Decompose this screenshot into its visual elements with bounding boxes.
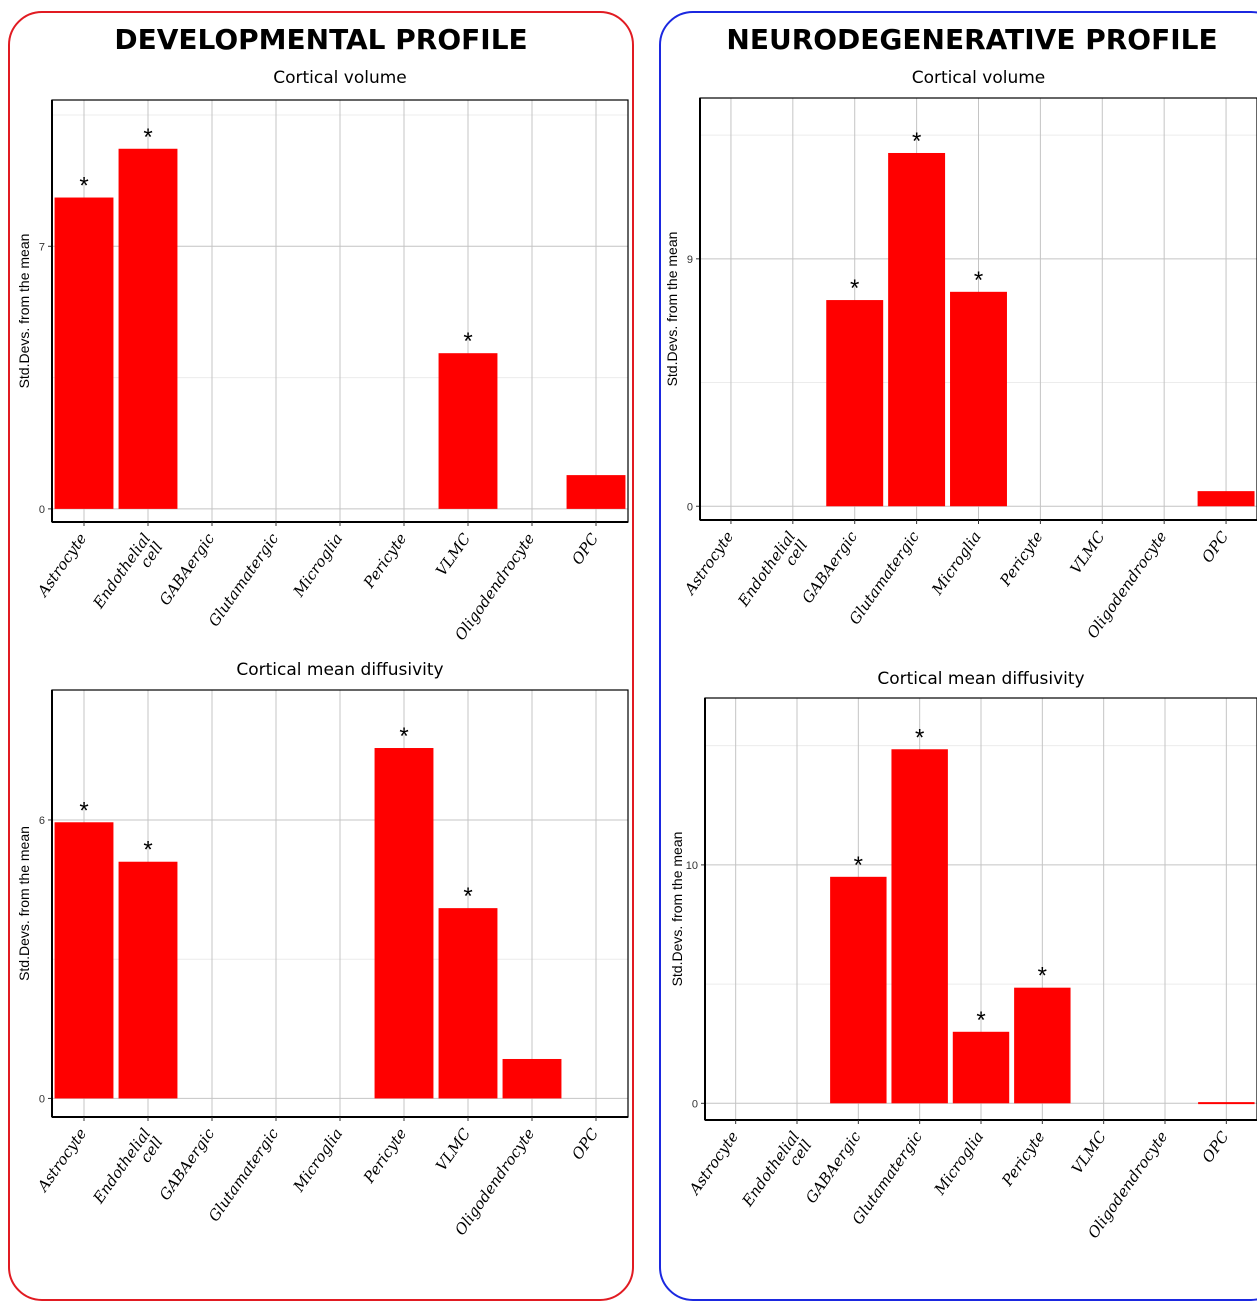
bar [54,197,114,509]
bar [826,300,884,507]
neurodegenerative-panel-title: NEURODEGENERATIVE PROFILE [726,23,1218,56]
bar [438,908,498,1099]
bar [566,475,626,509]
bar [1197,491,1255,507]
significance-marker: * [143,837,152,864]
x-category-label: Microglia [289,1125,346,1196]
chart-title: Cortical volume [273,68,407,88]
x-category-label: Pericyte [998,1128,1049,1190]
significance-marker: * [463,328,472,355]
significance-marker: * [854,852,863,879]
neuro-diffusivity-chart: Cortical mean diffusivity 0 10 * * * * Astrocyt… [669,669,1257,1242]
x-category-label: Microglia [928,528,985,599]
dev-diffusivity-chart: Cortical mean diffusivity 0 6 * * * * Astrocyte… [16,660,629,1239]
x-category-label: VLMC [1066,528,1108,578]
x-category-label: Endothelialcell [734,528,812,619]
significance-marker: * [850,275,859,302]
developmental-panel-title: DEVELOPMENTAL PROFILE [114,23,528,56]
x-category-label: GABAergic [798,527,861,606]
chart-title: Cortical volume [912,68,1046,88]
x-category-label: GABAergic [156,529,219,608]
x-category-label: Endothelialcell [738,1128,816,1219]
x-category-label: OPC [568,1125,602,1163]
x-category-label: Glutamatergic [205,529,283,629]
bar [118,861,178,1099]
bar [502,1058,562,1099]
y-tick-label: 7 [39,241,45,253]
y-axis-label: Std.Devs. from the mean [16,826,32,981]
bar [54,822,114,1099]
x-category-label: GABAergic [156,1124,219,1203]
significance-marker: * [974,267,983,294]
bar [950,291,1007,507]
x-category-label: Glutamatergic [205,1124,283,1224]
x-category-label: OPC [568,530,602,568]
x-category-label: Microglia [930,1128,987,1199]
significance-marker: * [1038,963,1047,990]
x-category-label: Pericyte [359,1125,410,1187]
significance-marker: * [463,883,472,910]
x-category-label: Astrocyte [33,1125,91,1196]
significance-marker: * [912,128,921,155]
bar [1014,987,1071,1104]
dev-volume-chart: Cortical volume 0 7 * * * Astrocyte Endothelial… [16,68,629,644]
x-category-label: OPC [1198,528,1232,566]
x-category-label: OPC [1198,1128,1232,1166]
bar [891,749,948,1104]
y-tick-label: 0 [39,504,45,516]
bar [830,876,887,1104]
significance-marker: * [915,724,924,751]
bar [438,353,498,509]
bar [952,1031,1010,1104]
x-category-label: GABAergic [802,1127,865,1206]
y-axis-label: Std.Devs. from the mean [669,832,685,987]
significance-marker: * [79,797,88,824]
x-category-label: Microglia [289,530,346,601]
x-category-label: Endothelialcell [89,530,167,621]
neuro-volume-chart: Cortical volume 0 9 * * * AstrocyteEndothelial… [664,68,1257,642]
x-category-label: Astrocyte [684,1128,742,1199]
x-category-label: Astrocyte [33,530,91,601]
x-category-label: Pericyte [996,528,1047,590]
x-category-label: Endothelialcell [89,1125,167,1216]
significance-marker: * [143,124,152,151]
y-tick-label: 0 [692,1098,698,1110]
x-category-label: VLMC [432,1125,474,1175]
bar [118,148,178,509]
significance-marker: * [399,723,408,750]
y-tick-label: 9 [687,254,693,266]
x-category-label: Pericyte [359,530,410,592]
x-category-label: Astrocyte [680,528,738,599]
y-tick-label: 0 [687,501,693,513]
chart-title: Cortical mean diffusivity [877,669,1084,689]
significance-marker: * [976,1007,985,1034]
y-tick-label: 0 [39,1093,45,1105]
x-category-label: VLMC [1068,1128,1110,1178]
y-axis-label: Std.Devs. from the mean [664,232,680,387]
y-axis-label: Std.Devs. from the mean [16,234,32,389]
y-tick-label: 6 [39,815,45,827]
neurodegenerative-panel: NEURODEGENERATIVE PROFILE [659,11,1257,1301]
y-tick-label: 10 [686,860,698,872]
x-category-label: VLMC [432,530,474,580]
significance-marker: * [79,173,88,200]
chart-title: Cortical mean diffusivity [236,660,443,680]
bar [1198,1102,1255,1105]
bar [374,748,434,1099]
bar [888,152,946,507]
